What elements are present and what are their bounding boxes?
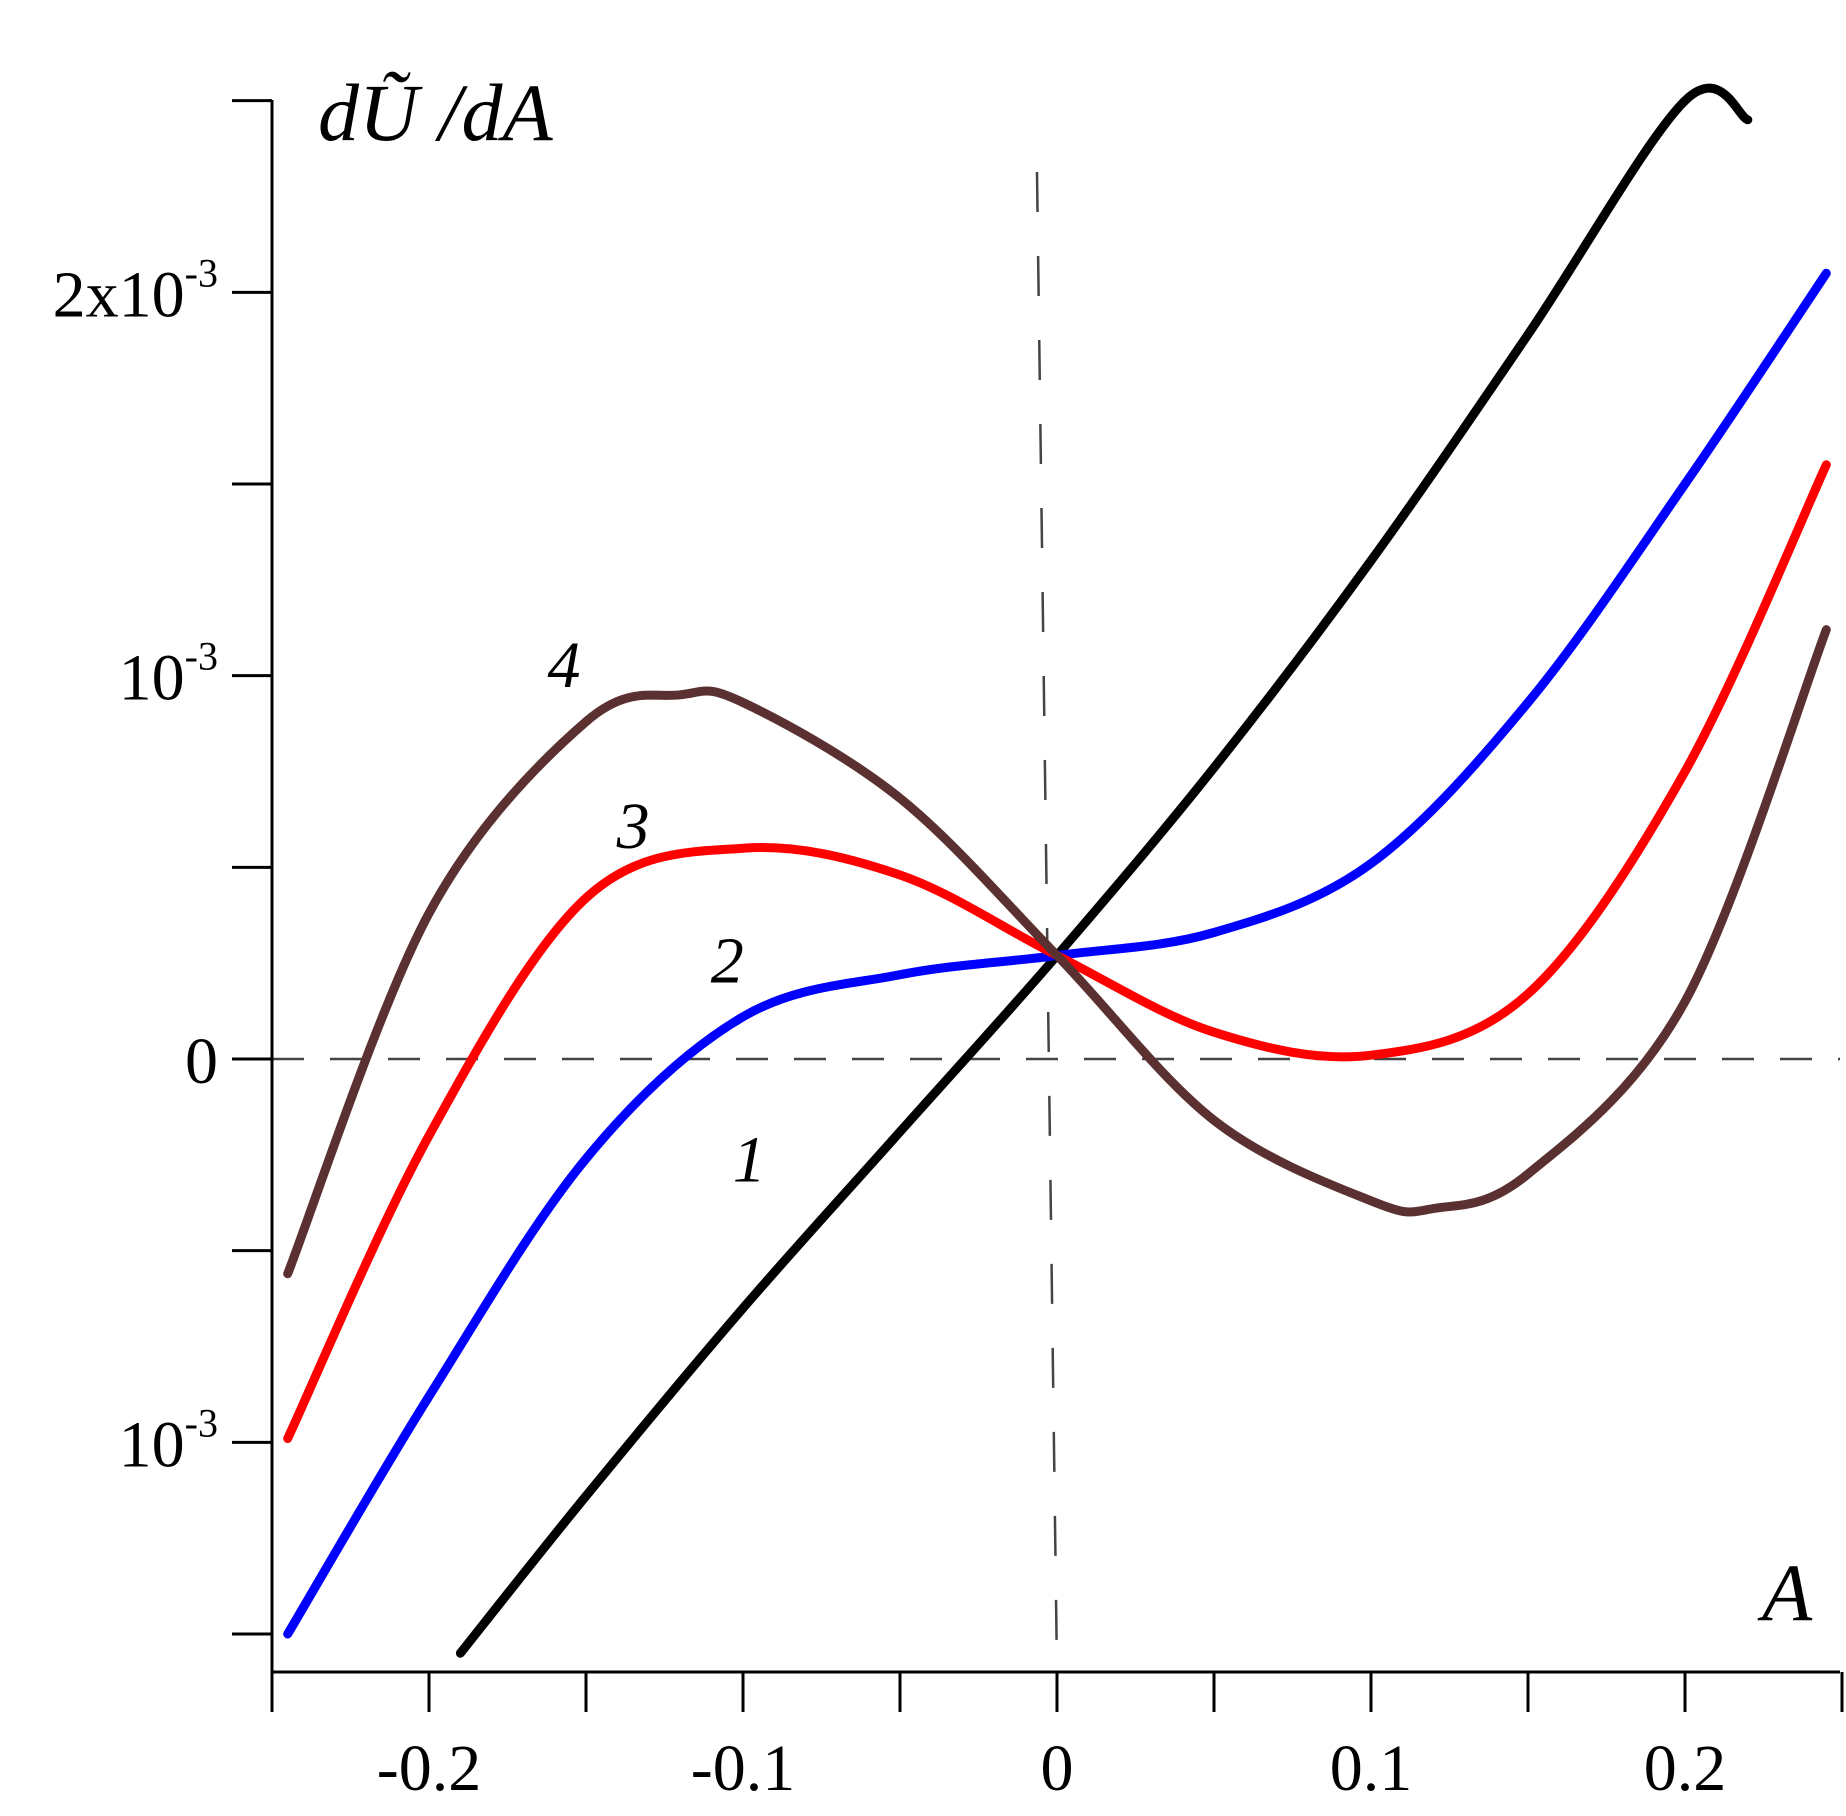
- curve-label-4: 4: [548, 629, 581, 702]
- x-tick-label: -0.2: [377, 1732, 481, 1805]
- x-ticks: -0.2 -0.1 0 0.1 0.2: [270, 1672, 1844, 1805]
- x-tick-label: 0.2: [1644, 1732, 1727, 1805]
- curve-label-3: 3: [616, 790, 650, 863]
- series-line-4: [283, 625, 1831, 1279]
- y-tick-label: 10-3: [119, 1400, 218, 1481]
- curve-labels: 1 23 4: [548, 629, 766, 1196]
- axes: [270, 100, 1840, 1674]
- y-tick-label: 0: [185, 1025, 218, 1098]
- y-ticks: 2x10-3 10-3 0 10-3: [53, 99, 272, 1636]
- curve-label-2: 2: [711, 924, 744, 997]
- y-axis-title: dŨ /dA: [318, 67, 554, 158]
- x-tick-label: 0: [1041, 1732, 1074, 1805]
- x-tick-label: 0.1: [1330, 1732, 1413, 1805]
- series-line-1: [455, 83, 1753, 1658]
- x-axis-title: A: [1757, 1547, 1813, 1638]
- y-tick-label: 10-3: [119, 634, 218, 715]
- y-tick-label: 2x10-3: [53, 250, 218, 331]
- zero-line-vertical: [1035, 171, 1059, 1673]
- curve-label-1: 1: [733, 1124, 766, 1197]
- series-group: [283, 83, 1831, 1658]
- reference-lines: [272, 171, 1840, 1673]
- x-tick-label: -0.1: [691, 1732, 795, 1805]
